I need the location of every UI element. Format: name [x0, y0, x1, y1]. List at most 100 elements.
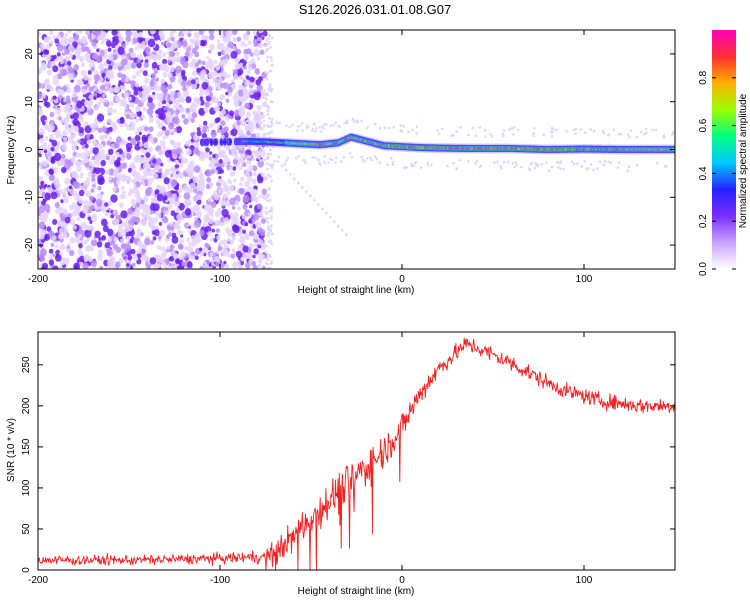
spectrogram-noise-cell — [225, 91, 229, 96]
spectrogram-noise-cell — [184, 208, 192, 216]
spectrogram-noise-cell — [68, 249, 75, 257]
spectrogram-noise-cell — [117, 225, 123, 231]
spectrogram-noise-cell — [76, 100, 83, 109]
spectrogram-noise-cell — [138, 156, 145, 164]
spectrogram-noise-cell — [239, 62, 244, 67]
spectrogram-trail-cell — [341, 229, 344, 232]
spectrogram-noise-cell — [265, 60, 269, 63]
spectrogram-noise-cell — [96, 48, 100, 53]
spectrogram-noise-cell — [109, 158, 115, 165]
spectrogram-noise-cell — [117, 65, 123, 72]
spectrogram-noise-cell — [73, 64, 79, 71]
spectrogram-noise-cell — [70, 157, 76, 163]
spectrogram-noise-cell — [265, 77, 269, 81]
snr-y-tick-label: 0 — [21, 567, 32, 573]
spectrogram-noise-cell — [167, 59, 171, 64]
spectrogram-noise-cell — [134, 82, 140, 88]
spectrogram-x-tick-label: 0 — [399, 274, 405, 285]
spectrogram-sidelobe-cell — [629, 129, 633, 132]
spectrogram-noise-cell — [208, 162, 213, 168]
spectrogram-noise-cell — [132, 37, 139, 44]
spectrogram-noise-cell — [198, 91, 204, 98]
spectrogram-noise-cell — [246, 69, 251, 75]
spectrogram-noise-cell — [70, 134, 75, 139]
spectrogram-noise-cell — [265, 162, 269, 166]
spectrogram-noise-cell — [228, 166, 232, 171]
spectrogram-noise-cell — [151, 61, 158, 69]
spectrogram-noise-cell — [169, 31, 174, 37]
spectrogram-y-label: Frequency (Hz) — [6, 116, 17, 185]
spectrogram-noise-cell — [265, 199, 269, 203]
spectrogram-noise-cell — [85, 154, 90, 158]
spectrogram-sidelobe-cell — [478, 126, 482, 129]
spectrogram-sidelobe-cell — [589, 163, 593, 166]
spectrogram-noise-cell — [119, 123, 124, 128]
spectrogram-noise-cell — [236, 36, 242, 42]
spectrogram-noise-cell — [200, 34, 207, 41]
spectrogram-noise-cell — [266, 266, 270, 269]
spectrogram-noise-cell — [162, 52, 167, 57]
spectrogram-noise-cell — [72, 41, 78, 48]
spectrogram-noise-cell — [160, 78, 165, 83]
spectrogram-trail-cell — [284, 168, 288, 172]
spectrogram-noise-cell — [270, 210, 273, 213]
spectrogram-noise-cell — [179, 238, 185, 244]
snr-x-tick-label: 100 — [576, 575, 593, 586]
spectrogram-noise-cell — [204, 204, 211, 212]
spectrogram-noise-cell — [69, 236, 76, 244]
spectrogram-sidelobe-cell — [352, 120, 356, 123]
spectrogram-noise-cell — [111, 248, 116, 254]
spectrogram-noise-cell — [98, 237, 102, 241]
spectrogram-sidelobe-cell — [512, 126, 516, 129]
spectrogram-noise-cell — [112, 38, 119, 46]
spectrogram-noise-cell — [70, 219, 76, 226]
spectrogram-noise-cell — [138, 31, 143, 38]
snr-series-line — [38, 337, 675, 570]
spectrogram-noise-cell — [246, 234, 250, 239]
spectrogram-noise-cell — [49, 111, 55, 118]
spectrogram-sidelobe-cell — [362, 159, 366, 162]
spectrogram-noise-cell — [171, 193, 177, 200]
spectrogram-noise-cell — [157, 149, 164, 156]
spectrogram-noise-cell — [242, 252, 247, 258]
spectrogram-noise-cell — [214, 255, 220, 263]
spectrogram-sidelobe-cell — [607, 160, 610, 163]
spectrogram-noise-cell — [64, 257, 70, 265]
spectrogram-noise-cell — [174, 44, 179, 49]
spectrogram-noise-cell — [113, 236, 119, 243]
spectrogram-noise-cell — [120, 73, 127, 81]
spectrogram-noise-cell — [152, 203, 160, 212]
spectrogram-noise-cell — [172, 252, 179, 259]
spectrogram-noise-cell — [236, 48, 242, 55]
spectrogram-noise-cell — [48, 123, 55, 131]
spectrogram-noise-cell — [84, 100, 90, 106]
spectrogram-noise-cell — [216, 145, 222, 151]
spectrogram-sidelobe-cell — [386, 163, 389, 166]
spectrogram-sidelobe-cell — [575, 162, 579, 165]
spectrogram-sidelobe-cell — [437, 132, 441, 136]
spectrogram-noise-cell — [175, 207, 180, 213]
spectrogram-noise-cell — [221, 134, 225, 139]
spectrogram-noise-cell — [212, 154, 216, 158]
spectrogram-noise-cell — [187, 245, 194, 253]
spectrogram-noise-cell — [203, 252, 207, 257]
spectrogram-sidelobe-cell — [467, 133, 470, 137]
spectrogram-sidelobe-cell — [273, 160, 277, 163]
spectrogram-noise-cell — [64, 48, 70, 55]
spectrogram-noise-cell — [233, 69, 239, 75]
spectrogram-noise-cell — [208, 43, 215, 51]
spectrogram-noise-cell — [84, 143, 89, 149]
spectrogram-noise-cell — [219, 262, 225, 269]
spectrogram-noise-cell — [130, 169, 138, 177]
spectrogram-noise-cell — [221, 59, 227, 66]
spectrogram-noise-cell — [178, 155, 182, 160]
spectrogram-sidelobe-cell — [596, 167, 599, 170]
spectrogram-y-tick-label: -20 — [24, 237, 35, 252]
spectrogram-noise-cell — [116, 119, 121, 124]
spectrogram-noise-cell — [152, 173, 159, 180]
spectrogram-noise-cell — [43, 149, 48, 154]
spectrogram-noise-cell — [207, 197, 212, 202]
spectrogram-noise-cell — [232, 216, 239, 224]
spectrogram-noise-cell — [219, 96, 223, 101]
spectrogram-noise-cell — [171, 236, 179, 244]
